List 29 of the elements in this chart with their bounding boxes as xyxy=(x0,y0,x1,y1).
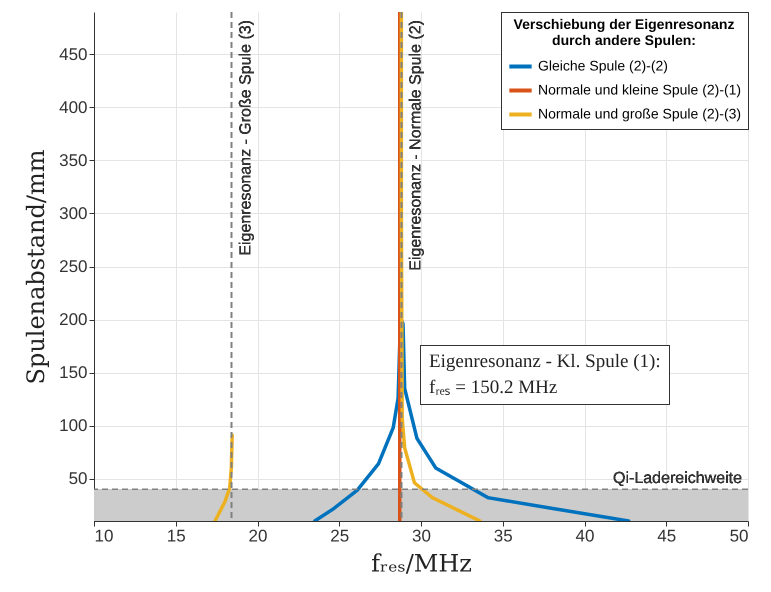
y-tick-label: 100 xyxy=(59,416,88,436)
x-tick-label: 45 xyxy=(657,526,676,546)
y-tick-label: 350 xyxy=(59,150,88,170)
annotation: Eigenresonanz - Kl. Spule (1): xyxy=(429,351,661,372)
y-tick-label: 400 xyxy=(59,98,88,117)
y-tick-label: 150 xyxy=(59,363,88,382)
legend-title: Verschiebung der Eigenresonanz durch andere Spulen: xyxy=(514,16,734,48)
annotation: fᵣₑₛ = 150.2 MHz xyxy=(429,377,558,398)
y-tick-label: 50 xyxy=(68,469,88,488)
legend-label: Gleiche Spule (2)-(2) xyxy=(538,58,668,74)
legend-label: Normale und kleine Spule (2)-(1) xyxy=(538,82,742,98)
x-tick-label: 30 xyxy=(412,526,431,546)
y-axis-title: Spulenabstand/mm xyxy=(22,149,50,384)
y-tick-label: 200 xyxy=(59,310,88,330)
x-tick-label: 50 xyxy=(730,526,748,546)
x-tick-label: 15 xyxy=(166,526,186,546)
y-tick-label: 250 xyxy=(59,257,88,276)
x-tick-label: 40 xyxy=(576,526,594,546)
ref-line-label: Eigenresonanz - Normale Spule (2) xyxy=(407,20,424,271)
x-tick-label: 10 xyxy=(94,526,114,546)
x-tick-label: 20 xyxy=(248,526,268,546)
x-tick-label: 25 xyxy=(330,526,350,546)
y-tick-label: 300 xyxy=(59,204,88,223)
ref-line-label: Eigenresonanz - Große Spule (3) xyxy=(237,20,254,256)
legend-label: Normale und große Spule (2)-(3) xyxy=(538,106,742,122)
x-tick-label: 35 xyxy=(494,526,513,546)
y-tick-label: 450 xyxy=(59,44,88,64)
ref-line-label: Qi-Ladereichweite xyxy=(613,470,742,488)
x-axis-title: fᵣₑₛ/MHz xyxy=(371,550,472,578)
